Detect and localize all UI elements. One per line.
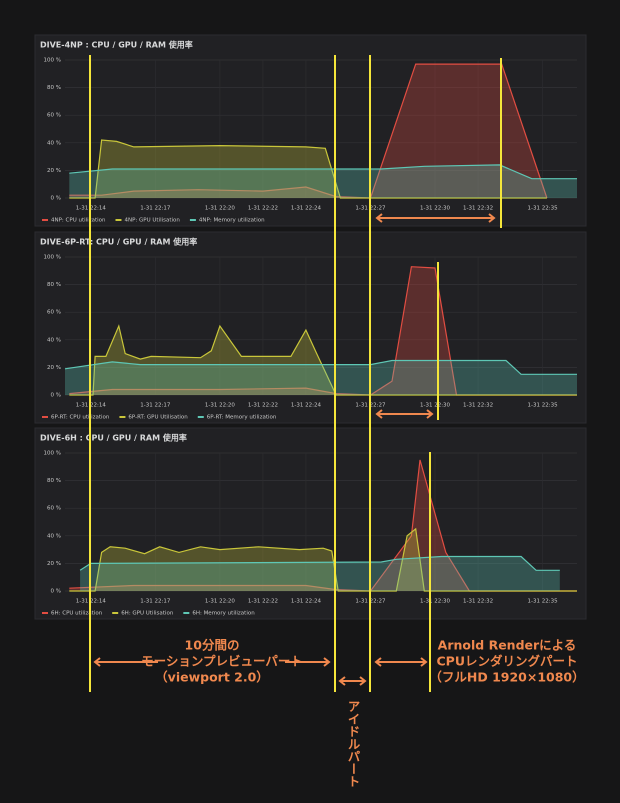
y-tick-label: 20 % [47, 168, 61, 174]
y-tick-label: 40 % [47, 337, 61, 343]
x-tick-label: 1-31 22:22 [248, 206, 278, 212]
y-tick-label: 100 % [44, 451, 61, 457]
legend-label: 6P-RT: GPU Utilisation [128, 415, 188, 421]
series-area [80, 556, 560, 591]
legend-label: 6P-RT: Memory utilization [207, 415, 277, 421]
series-line [79, 555, 560, 571]
legend-label: 4NP: Memory utilization [199, 218, 265, 224]
annotation: 10分間の [185, 638, 240, 653]
series-line [69, 164, 577, 180]
annotation: モーションプレビューパート [141, 654, 303, 669]
panel-title: DIVE-6P-RT: CPU / GPU / RAM 使用率 [40, 237, 197, 247]
y-tick-label: 80 % [47, 85, 61, 91]
x-tick-label: 1-31 22:30 [420, 599, 451, 605]
y-tick-label: 60 % [47, 506, 61, 512]
charts: DIVE-4NP : CPU / GPU / RAM 使用率 0 % 20 % 40 … [34, 34, 587, 620]
series-line [69, 324, 577, 396]
y-tick-label: 20 % [47, 365, 61, 371]
series-line [69, 139, 547, 199]
series-line [69, 63, 548, 199]
y-tick-label: 0 % [51, 589, 61, 595]
x-tick-label: 1-31 22:20 [205, 206, 236, 212]
annotation: Arnold Renderによる [438, 638, 577, 653]
panel-bg [34, 34, 587, 227]
y-tick-label: 0 % [51, 393, 61, 399]
x-tick-label: 1-31 22:14 [76, 206, 107, 212]
series-area [69, 266, 578, 395]
y-tick-label: 60 % [47, 113, 61, 119]
arrow [338, 676, 367, 686]
series-line [64, 359, 577, 375]
panel-title: DIVE-4NP : CPU / GPU / RAM 使用率 [40, 40, 193, 50]
annotation: CPUレンダリングパート [437, 654, 578, 669]
arrow [374, 657, 428, 667]
x-tick-label: 1-31 22:24 [291, 206, 322, 212]
y-tick-label: 100 % [44, 58, 61, 64]
x-tick-label: 1-31 22:17 [140, 403, 171, 409]
series-line [69, 527, 577, 592]
y-tick-label: 40 % [47, 140, 61, 146]
series-area [69, 326, 578, 395]
x-tick-label: 1-31 22:20 [205, 599, 236, 605]
x-tick-label: 1-31 22:22 [248, 599, 278, 605]
arrow [375, 409, 434, 419]
arrow [93, 657, 331, 667]
annotation: アイドルパート [346, 700, 361, 788]
x-tick-label: 1-31 22:35 [528, 403, 559, 409]
y-tick-label: 100 % [44, 255, 61, 261]
x-tick-label: 1-31 22:35 [528, 599, 559, 605]
y-tick-label: 0 % [51, 196, 61, 202]
legend-label: 6H: Memory utilization [192, 611, 255, 617]
panel: DIVE-6P-RT: CPU / GPU / RAM 使用率 0 % 20 % 40… [34, 231, 587, 424]
x-tick-label: 1-31 22:17 [140, 599, 171, 605]
annotation: （viewport 2.0） [155, 670, 269, 685]
legend-label: 6P-RT: CPU utilization [51, 415, 110, 421]
panel: DIVE-6H : CPU / GPU / RAM 使用率 0 % 20 % 40 %… [34, 427, 587, 620]
y-tick-label: 60 % [47, 310, 61, 316]
annotation-overlay: 10分間の モーションプレビューパート （viewport 2.0） アイドルパ… [89, 55, 585, 788]
y-tick-label: 80 % [47, 478, 61, 484]
x-tick-label: 1-31 22:32 [463, 599, 493, 605]
series-area [69, 528, 578, 591]
x-tick-label: 1-31 22:30 [420, 206, 451, 212]
legend-label: 6H: CPU utilization [51, 611, 103, 617]
panel: DIVE-4NP : CPU / GPU / RAM 使用率 0 % 20 % 40 … [34, 34, 587, 227]
x-tick-label: 1-31 22:24 [291, 599, 322, 605]
x-tick-label: 1-31 22:32 [463, 403, 493, 409]
panel-bg [34, 427, 587, 620]
series-area [65, 360, 577, 395]
annotation: （フルHD 1920×1080） [429, 670, 584, 685]
series-area [69, 164, 578, 198]
x-tick-label: 1-31 22:22 [248, 403, 278, 409]
legend-label: 4NP: GPU Utilisation [124, 218, 180, 224]
x-tick-label: 1-31 22:14 [76, 403, 107, 409]
y-tick-label: 80 % [47, 282, 61, 288]
x-tick-label: 1-31 22:30 [420, 403, 451, 409]
y-tick-label: 40 % [47, 533, 61, 539]
x-tick-label: 1-31 22:35 [528, 206, 559, 212]
arrow [375, 213, 496, 223]
x-tick-label: 1-31 22:32 [463, 206, 493, 212]
series-area [69, 64, 547, 198]
panel-bg [34, 231, 587, 424]
y-tick-label: 20 % [47, 561, 61, 567]
x-tick-label: 1-31 22:17 [140, 206, 171, 212]
x-tick-label: 1-31 22:14 [76, 599, 107, 605]
legend-label: 4NP: CPU utilization [51, 218, 106, 224]
legend-label: 6H: GPU Utilisation [121, 611, 174, 617]
x-tick-label: 1-31 22:24 [291, 403, 322, 409]
x-tick-label: 1-31 22:20 [205, 403, 236, 409]
panel-title: DIVE-6H : CPU / GPU / RAM 使用率 [40, 433, 187, 443]
